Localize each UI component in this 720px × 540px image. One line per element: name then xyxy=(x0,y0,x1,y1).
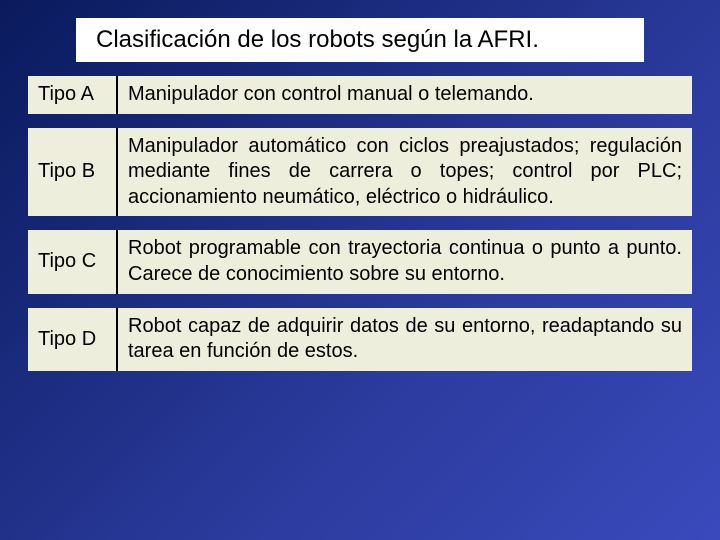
table-row: Tipo A Manipulador con control manual o … xyxy=(28,76,692,114)
type-cell: Tipo C xyxy=(28,230,118,293)
title-box: Clasificación de los robots según la AFR… xyxy=(76,18,644,62)
desc-cell: Robot programable con trayectoria contin… xyxy=(118,230,692,293)
desc-cell: Manipulador con control manual o teleman… xyxy=(118,76,692,114)
row-spacer xyxy=(28,216,692,230)
row-spacer xyxy=(28,294,692,308)
type-cell: Tipo B xyxy=(28,128,118,217)
type-cell: Tipo D xyxy=(28,308,118,371)
table-row: Tipo C Robot programable con trayectoria… xyxy=(28,230,692,293)
slide: Clasificación de los robots según la AFR… xyxy=(0,0,720,540)
desc-cell: Robot capaz de adquirir datos de su ento… xyxy=(118,308,692,371)
type-cell: Tipo A xyxy=(28,76,118,114)
page-title: Clasificación de los robots según la AFR… xyxy=(96,26,624,54)
table-row: Tipo B Manipulador automático con ciclos… xyxy=(28,128,692,217)
row-spacer xyxy=(28,114,692,128)
desc-cell: Manipulador automático con ciclos preaju… xyxy=(118,128,692,217)
table-row: Tipo D Robot capaz de adquirir datos de … xyxy=(28,308,692,371)
classification-table: Tipo A Manipulador con control manual o … xyxy=(28,76,692,371)
